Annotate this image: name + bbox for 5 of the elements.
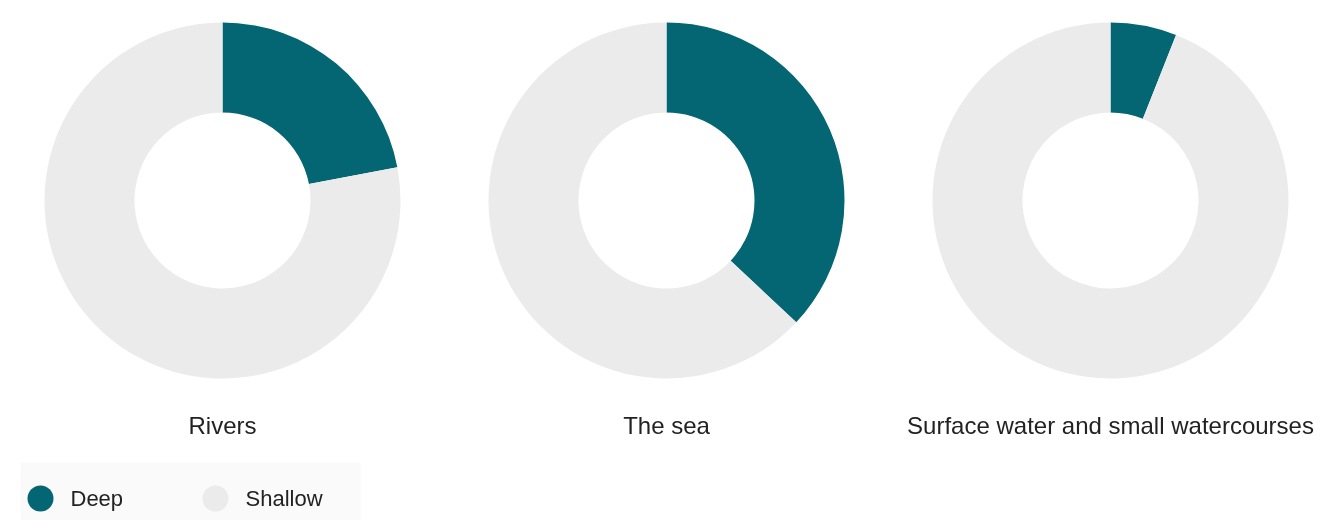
text: The sea [623, 412, 711, 439]
text: Rivers [188, 412, 257, 439]
legend-label: Shallow [245, 486, 323, 511]
text: Surface water and small watercourses [907, 412, 1314, 439]
legend-label: Deep [70, 486, 124, 511]
